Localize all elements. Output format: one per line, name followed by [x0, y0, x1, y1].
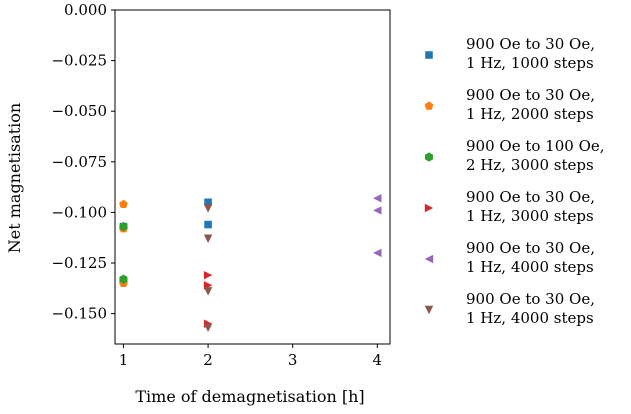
legend-marker-series-3: [425, 152, 433, 162]
data-point-series-2: [119, 199, 128, 209]
legend-marker-series-1: [425, 51, 433, 59]
data-point-series-3: [119, 221, 128, 232]
x-axis-label: Time of demagnetisation [h]: [135, 387, 364, 406]
y-tick-label: 0.000: [64, 1, 107, 19]
y-tick-label: −0.100: [51, 203, 107, 221]
legend-marker-series-6: [424, 305, 434, 315]
legend-marker-series-5: [424, 254, 434, 264]
legend-label-series-1: 1 Hz, 1000 steps: [466, 54, 594, 72]
y-tick-label: −0.025: [51, 52, 107, 70]
data-point-series-1: [204, 220, 212, 229]
legend-label-series-4: 1 Hz, 3000 steps: [466, 207, 594, 225]
y-tick-label: −0.050: [51, 102, 107, 120]
legend-label-series-3: 2 Hz, 3000 steps: [466, 156, 594, 174]
data-point-series-3: [119, 274, 128, 284]
data-point-series-6: [203, 323, 213, 333]
legend-label-series-5: 1 Hz, 4000 steps: [466, 258, 594, 276]
legend-label-series-6: 1 Hz, 4000 steps: [466, 309, 594, 327]
plot-frame: [114, 9, 391, 345]
legend-label-series-6: 900 Oe to 30 Oe,: [466, 290, 595, 308]
legend-label-series-2: 900 Oe to 30 Oe,: [466, 86, 595, 104]
legend-label-series-2: 1 Hz, 2000 steps: [466, 105, 594, 123]
legend-marker-series-2: [424, 101, 434, 110]
x-tick-label: 4: [373, 351, 383, 369]
y-tick-label: −0.075: [51, 153, 107, 171]
y-tick-label: −0.150: [51, 305, 107, 323]
data-point-series-1: [204, 198, 212, 207]
x-tick-label: 3: [288, 351, 298, 369]
x-axis: 1 2 3 4: [119, 344, 382, 369]
legend-label-series-3: 900 Oe to 100 Oe,: [466, 137, 605, 155]
y-axis-label: Net magnetisation: [5, 103, 24, 254]
data-point-series-5: [373, 248, 382, 258]
legend-label-series-1: 900 Oe to 30 Oe,: [466, 35, 595, 53]
legend-label-series-4: 900 Oe to 30 Oe,: [466, 188, 595, 206]
data-markers: [119, 194, 382, 333]
legend-marker-series-4: [424, 203, 434, 213]
plot-area: [114, 9, 391, 345]
y-axis: 0.000 −0.025 −0.050 −0.075 −0.100 −0.125 −0.15…: [51, 1, 115, 323]
data-point-series-5: [373, 194, 382, 203]
data-point-series-6: [203, 204, 213, 213]
data-point-series-6: [203, 287, 213, 296]
legend-label-series-5: 900 Oe to 30 Oe,: [466, 239, 595, 257]
x-tick-label: 2: [203, 351, 213, 369]
y-tick-label: −0.125: [51, 254, 107, 272]
x-tick-label: 1: [119, 351, 129, 369]
data-point-series-6: [203, 234, 213, 243]
data-point-series-4: [203, 270, 213, 280]
data-point-series-5: [373, 206, 382, 215]
